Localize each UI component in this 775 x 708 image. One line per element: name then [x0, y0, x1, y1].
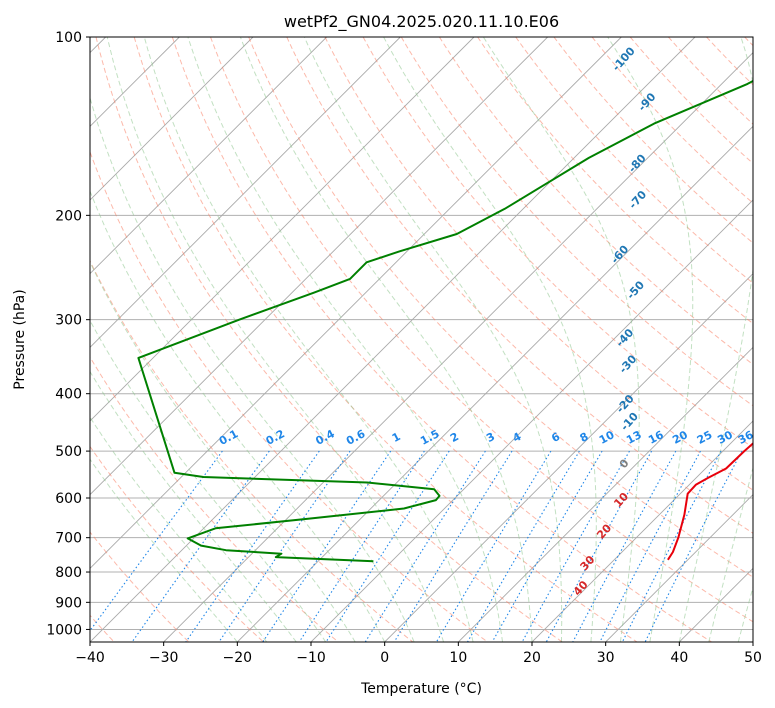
dry-adiabat-line — [133, 37, 638, 642]
y-tick-label: 300 — [55, 313, 82, 329]
plot-area — [90, 37, 753, 642]
mixing-ratio-line — [545, 450, 653, 642]
dry-adiabat-line — [477, 37, 753, 325]
isotherm-gridline — [90, 37, 401, 348]
dry-adiabat-line — [248, 37, 753, 578]
y-tick-label: 100 — [55, 30, 82, 46]
dry-adiabat-line — [95, 37, 563, 642]
isotherm-gridline — [90, 37, 622, 569]
mixing-ratio-line — [262, 450, 392, 642]
chart-title: wetPf2_GN04.2025.020.11.10.E06 — [284, 12, 559, 32]
dewpoint-profile-line — [137, 79, 753, 563]
mixing-ratio-line — [218, 450, 351, 642]
mixing-ratio-line — [599, 450, 701, 642]
mixing-ratio-line — [521, 450, 630, 642]
mixing-ratio-line — [572, 450, 677, 642]
x-tick-label: 30 — [597, 650, 615, 666]
x-tick-label: −10 — [296, 650, 326, 666]
mixing-ratio-line — [393, 450, 513, 642]
moist-adiabat-line — [187, 37, 503, 642]
moist-adiabat-line — [90, 458, 238, 642]
mixing-ratio-line — [621, 450, 722, 642]
moist-adiabat-line — [482, 37, 640, 642]
mixing-ratio-label: 10 — [597, 428, 617, 447]
x-tick-label: 10 — [449, 650, 467, 666]
moist-adiabat-line — [708, 466, 753, 642]
dry-adiabat-line — [90, 445, 264, 642]
dry-adiabat-line — [400, 37, 753, 407]
moist-adiabat-line — [239, 37, 533, 642]
y-tick-label: 400 — [55, 387, 82, 403]
dry-adiabat-line — [210, 37, 753, 623]
isotherm-gridline — [384, 273, 753, 642]
x-tick-label: 40 — [670, 650, 688, 666]
x-tick-label: −30 — [149, 650, 179, 666]
y-tick-label: 800 — [55, 565, 82, 581]
dry-adiabat-line — [90, 150, 488, 642]
mixing-ratio-line — [90, 450, 223, 632]
x-tick-label: −40 — [75, 650, 105, 666]
moist-adiabat-line — [737, 585, 753, 642]
mixing-ratio-label: 30 — [715, 428, 735, 447]
temperature-profile-line — [667, 442, 753, 561]
isotherm-gridline — [163, 52, 753, 642]
isotherm-gridline — [531, 420, 753, 642]
x-tick-label: 50 — [744, 650, 762, 666]
dry-adiabat-line — [362, 37, 753, 449]
isotherm-gridline — [90, 37, 548, 496]
mixing-ratio-line — [491, 450, 603, 642]
isotherm-gridline — [90, 37, 254, 201]
moist-adiabat-line — [607, 37, 694, 642]
dry-adiabat-line — [90, 259, 414, 642]
mixing-ratio-label: 13 — [624, 428, 644, 447]
dry-adiabat-line — [90, 356, 339, 642]
moist-adiabat-line — [90, 319, 327, 642]
y-tick-label: 200 — [55, 208, 82, 224]
moist-adiabat-line — [383, 37, 597, 642]
y-tick-label: 600 — [55, 491, 82, 507]
x-axis-title: Temperature (°C) — [360, 681, 482, 697]
y-tick-label: 700 — [55, 531, 82, 547]
dry-adiabat-line — [515, 37, 753, 284]
moist-adiabat-line — [90, 189, 386, 642]
mixing-ratio-line — [185, 450, 320, 642]
dry-adiabat-line — [286, 37, 753, 534]
x-tick-label: 20 — [523, 650, 541, 666]
isotherm-gridline — [752, 641, 753, 642]
dry-adiabat-line — [438, 37, 753, 366]
y-tick-label: 500 — [55, 444, 82, 460]
mixing-ratio-label: 25 — [695, 428, 715, 447]
isotherm-gridline — [90, 37, 327, 275]
moist-adiabat-line — [106, 37, 445, 642]
dry-adiabat-line — [324, 37, 753, 491]
mixing-ratio-label: 36 — [736, 428, 756, 447]
mixing-ratio-label: 16 — [646, 428, 666, 447]
y-axis-title: Pressure (hPa) — [12, 289, 28, 389]
dry-adiabat-line — [171, 37, 712, 642]
mixing-ratio-line — [298, 450, 425, 642]
moist-adiabat-line — [90, 416, 268, 642]
x-tick-label: 0 — [380, 650, 389, 666]
plot-frame — [89, 36, 754, 643]
moist-adiabat-line — [303, 37, 563, 642]
moist-adiabat-line — [678, 37, 753, 642]
x-tick-label: −20 — [223, 650, 253, 666]
isotherm-gridline — [90, 37, 475, 422]
mixing-ratio-label: 20 — [670, 428, 690, 447]
dry-adiabat-line — [90, 531, 190, 642]
isotherm-gridline — [605, 494, 753, 642]
moist-adiabat-line — [90, 260, 356, 642]
mixing-ratio-line — [644, 450, 743, 642]
isotherm-gridline — [237, 125, 753, 642]
y-tick-label: 900 — [55, 595, 82, 611]
y-tick-label: 1000 — [46, 622, 82, 638]
